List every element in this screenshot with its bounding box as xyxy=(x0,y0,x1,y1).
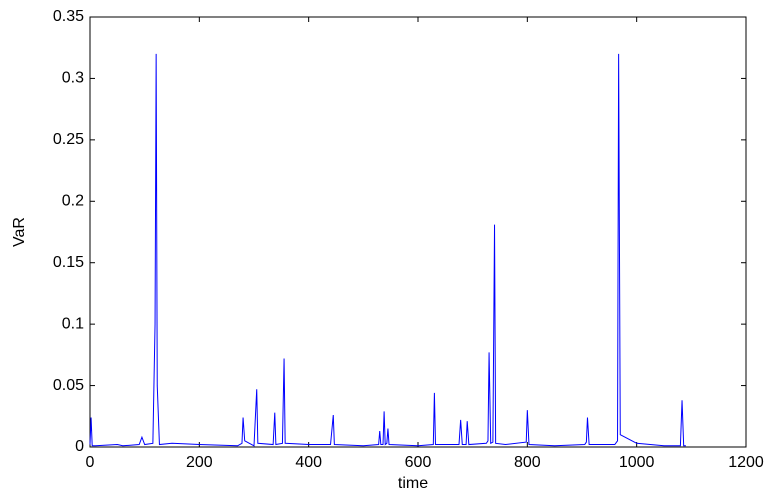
y-tick-label: 0.35 xyxy=(53,8,84,25)
y-axis-label: VaR xyxy=(11,217,28,247)
x-tick-label: 600 xyxy=(405,454,432,471)
x-tick-label: 1200 xyxy=(728,454,764,471)
y-tick-label: 0 xyxy=(75,438,84,455)
x-tick-label: 400 xyxy=(295,454,322,471)
x-tick-label: 200 xyxy=(186,454,213,471)
x-tick-label: 0 xyxy=(86,454,95,471)
y-tick-label: 0.25 xyxy=(53,131,84,148)
plot-frame xyxy=(89,16,747,448)
y-tick-label: 0.05 xyxy=(53,377,84,394)
y-tick-label: 0.1 xyxy=(62,315,84,332)
data-line xyxy=(89,53,686,447)
y-tick-label: 0.3 xyxy=(62,70,84,87)
x-tick-label: 1000 xyxy=(619,454,655,471)
y-tick-label: 0.15 xyxy=(53,254,84,271)
x-axis-label: time xyxy=(398,475,428,492)
y-tick-label: 0.2 xyxy=(62,193,84,210)
x-tick-label: 800 xyxy=(514,454,541,471)
